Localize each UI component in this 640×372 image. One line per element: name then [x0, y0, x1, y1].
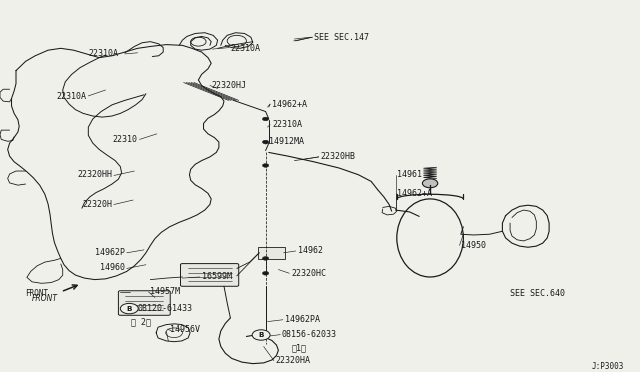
Text: （ 2）: （ 2） — [131, 317, 151, 326]
FancyBboxPatch shape — [118, 291, 170, 315]
Text: B: B — [259, 332, 264, 338]
Text: B: B — [127, 305, 132, 312]
Circle shape — [262, 257, 269, 260]
Text: 22320HH: 22320HH — [77, 170, 112, 179]
Text: 22320H: 22320H — [82, 200, 112, 209]
Circle shape — [262, 272, 269, 275]
Text: 08120-61433: 08120-61433 — [138, 304, 193, 313]
Text: SEE SEC.147: SEE SEC.147 — [314, 33, 369, 42]
Text: 14962+A: 14962+A — [397, 189, 432, 198]
Text: 22320HC: 22320HC — [291, 269, 326, 278]
Text: SEE SEC.640: SEE SEC.640 — [510, 289, 565, 298]
Text: 14961: 14961 — [397, 170, 422, 179]
Text: 16599M: 16599M — [202, 272, 232, 282]
Text: 22320HB: 22320HB — [320, 152, 355, 161]
Text: 14957M: 14957M — [150, 287, 180, 296]
Text: 14956V: 14956V — [170, 324, 200, 334]
Text: 14962+A: 14962+A — [272, 100, 307, 109]
Text: 14962: 14962 — [298, 247, 323, 256]
Text: 22310A: 22310A — [230, 44, 260, 53]
Text: 14912MA: 14912MA — [269, 137, 304, 146]
Text: 08156-62033: 08156-62033 — [282, 330, 337, 339]
FancyBboxPatch shape — [258, 247, 285, 259]
Text: 14962P: 14962P — [95, 248, 125, 257]
Text: （1）: （1） — [291, 343, 306, 352]
Text: 22310: 22310 — [113, 135, 138, 144]
Text: FRONT: FRONT — [31, 294, 58, 303]
Text: 14960: 14960 — [100, 263, 125, 272]
Text: 22310A: 22310A — [56, 92, 86, 101]
Text: 22310A: 22310A — [88, 49, 118, 58]
Text: J:P3003: J:P3003 — [591, 362, 624, 371]
Circle shape — [252, 330, 270, 340]
Circle shape — [422, 179, 438, 188]
Circle shape — [262, 164, 269, 167]
FancyBboxPatch shape — [180, 264, 239, 286]
Text: 22310A: 22310A — [272, 120, 302, 129]
Circle shape — [262, 117, 269, 121]
Circle shape — [120, 304, 138, 314]
Text: 22320HA: 22320HA — [275, 356, 310, 365]
Text: 14962PA: 14962PA — [285, 315, 320, 324]
Text: FRONT: FRONT — [25, 289, 48, 298]
Circle shape — [262, 140, 269, 144]
Text: 14950: 14950 — [461, 241, 486, 250]
Text: 22320HJ: 22320HJ — [211, 81, 246, 90]
